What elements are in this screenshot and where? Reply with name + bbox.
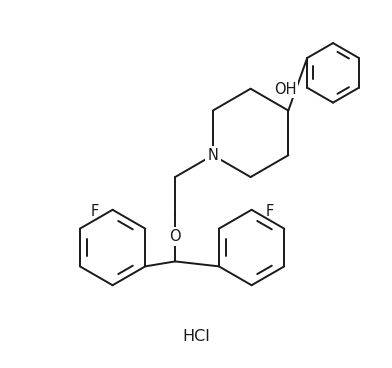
Text: OH: OH [274,82,297,97]
Text: F: F [91,204,99,219]
Text: F: F [265,204,274,219]
Text: N: N [207,148,218,163]
Text: O: O [169,229,181,244]
Text: HCl: HCl [182,329,210,344]
